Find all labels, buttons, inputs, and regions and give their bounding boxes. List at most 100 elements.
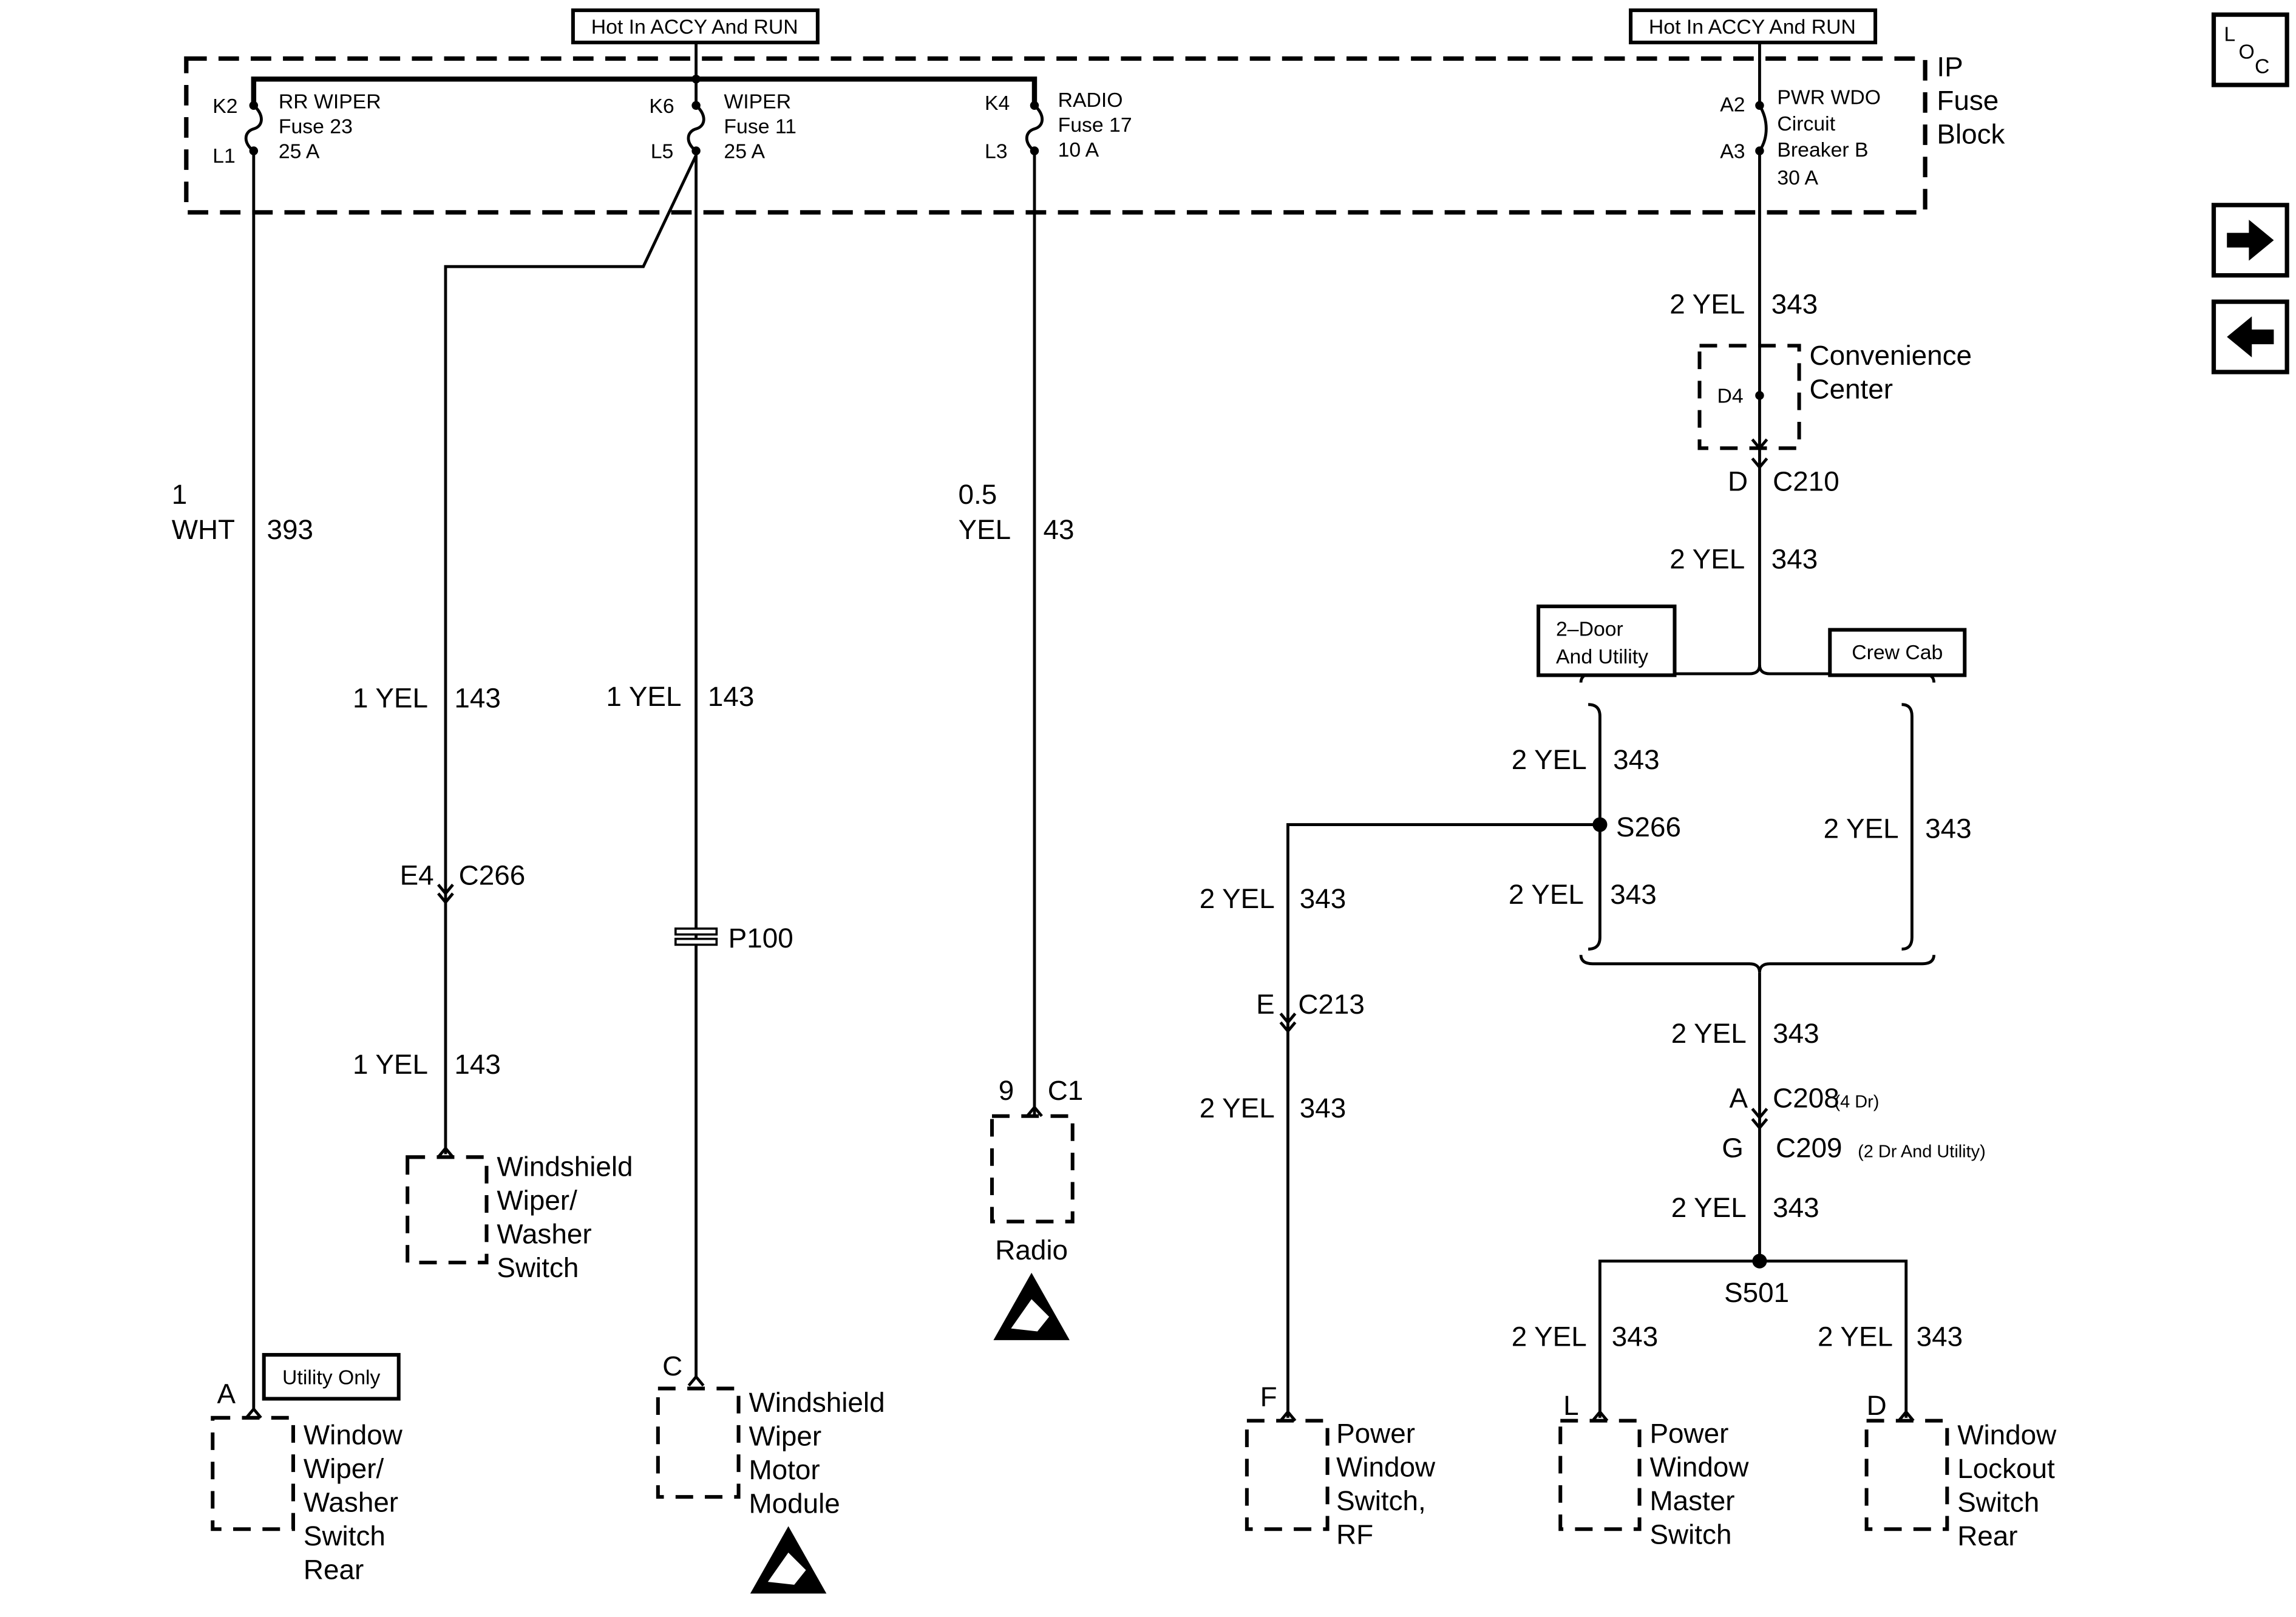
components-wiper_motor-lines-0: Windshield xyxy=(749,1387,885,1418)
windshield-wiper-washer-switch: Windshield Wiper/ Washer Switch xyxy=(406,1146,633,1283)
hot-label-right: Hot In ACCY And RUN xyxy=(1629,8,1878,44)
components-wiper_motor-lines-3: Module xyxy=(749,1488,840,1519)
connectors-c1-name: C1 xyxy=(1048,1075,1084,1106)
wire-label-393: 1 WHT 393 xyxy=(172,479,313,545)
esd-warning-icon xyxy=(750,1526,827,1594)
components-window_wiper_rear-lines-3: Switch xyxy=(304,1520,385,1551)
connectors-c266-name: C266 xyxy=(459,859,526,890)
components-power_window_rf-pin: F xyxy=(1260,1381,1277,1412)
wire-label-343-2: 2 YEL 343 xyxy=(1669,543,1818,574)
connector-p100: P100 xyxy=(674,923,793,954)
components-windshield_switch-lines-0: Windshield xyxy=(497,1151,633,1182)
fuse_block-fuses-1-out: L5 xyxy=(651,140,674,163)
wires-1-size_color: 1 YEL xyxy=(353,683,428,714)
convenience-center: D4 Convenience Center xyxy=(1697,340,1972,451)
fuse_block-breaker-lines-3: 30 A xyxy=(1777,166,1818,189)
connectors-c209-note: (2 Dr And Utility) xyxy=(1858,1142,1986,1161)
options-crew_cab: Crew Cab xyxy=(1852,641,1943,664)
connectors-c208-note: (4 Dr) xyxy=(1835,1092,1880,1111)
wires-13-circuit: 343 xyxy=(1773,1192,1819,1223)
components-window_lockout-lines-3: Rear xyxy=(1957,1520,2017,1551)
connectors-c1-pin: 9 xyxy=(999,1075,1014,1106)
wires-5-size_color: 2 YEL xyxy=(1669,288,1745,319)
connector-c213: E C213 xyxy=(1256,989,1365,1034)
wires-2-circuit: 143 xyxy=(708,681,754,712)
fuse_block-fuses-1-lines-2: 25 A xyxy=(724,140,765,163)
splices-s266: S266 xyxy=(1616,812,1681,842)
components-power_window_rf-lines-2: Switch, xyxy=(1336,1485,1426,1516)
connectors-p100-name: P100 xyxy=(729,923,793,954)
fuse-radio: K4 L3 RADIO Fuse 17 10 A xyxy=(985,89,1132,163)
connector-c208: A C208 (4 Dr) xyxy=(1730,1082,1880,1120)
ip-fuse-block-outline xyxy=(184,56,1927,215)
power_labels-1: Hot In ACCY And RUN xyxy=(1649,16,1856,39)
wire-label-343-5: 2 YEL 343 xyxy=(1200,883,1347,914)
fuse_block-fuses-0-lines-2: 25 A xyxy=(279,140,320,163)
wire-label-343-8: 2 YEL 343 xyxy=(1200,1093,1347,1124)
wires-4-size_color: 1 YEL xyxy=(353,1049,428,1080)
fuse-wiper: K6 L5 WIPER Fuse 11 25 A xyxy=(649,90,796,163)
components-convenience_center-lines-1: Center xyxy=(1809,373,1893,404)
wires-0-size: 1 xyxy=(172,479,188,510)
wire-label-343-9: 2 YEL 343 xyxy=(1671,1192,1819,1223)
wires-7-size_color: 2 YEL xyxy=(1512,744,1587,775)
wire-label-343-10: 2 YEL 343 xyxy=(1512,1321,1659,1352)
components-window_wiper_rear-lines-1: Wiper/ xyxy=(304,1453,384,1484)
components-power_window_master-lines-1: Window xyxy=(1649,1451,1749,1482)
fuse_block-fuses-2-lines-1: Fuse 17 xyxy=(1058,114,1132,137)
wires-11-circuit: 343 xyxy=(1773,1018,1819,1049)
fuse_block-fuses-2-in: K4 xyxy=(985,92,1010,115)
components-windshield_switch-lines-3: Switch xyxy=(497,1252,579,1283)
option-crew-cab: Crew Cab xyxy=(1828,628,1967,677)
components-radio-lines-0: Radio xyxy=(995,1235,1068,1266)
fuse_block-breaker-in: A2 xyxy=(1720,93,1745,116)
components-windshield_switch-lines-2: Washer xyxy=(497,1219,591,1250)
power_labels-0: Hot In ACCY And RUN xyxy=(591,16,798,39)
components-window_wiper_rear-lines-4: Rear xyxy=(304,1554,364,1585)
wire-label-343-3: 2 YEL 343 xyxy=(1512,744,1660,775)
fuse_block-name_lines-2: Block xyxy=(1937,118,2005,149)
wires-10-size_color: 2 YEL xyxy=(1509,879,1584,910)
fuse_block-fuses-2-lines-0: RADIO xyxy=(1058,89,1123,112)
fuse_block-breaker-lines-1: Circuit xyxy=(1777,112,1835,135)
windshield-wiper-motor-module: C Windshield Wiper Motor Module xyxy=(656,1351,885,1519)
wire-label-343-1: 2 YEL 343 xyxy=(1669,288,1818,319)
wire-label-343-6: 2 YEL 343 xyxy=(1509,879,1657,910)
fuse_block-breaker-out: A3 xyxy=(1720,140,1745,163)
power-window-switch-rf: F Power Window Switch, RF xyxy=(1245,1381,1436,1550)
option-brace-bottom xyxy=(1579,955,1936,973)
option-utility-only: Utility Only xyxy=(262,1353,401,1401)
loc-button[interactable]: L O C xyxy=(2211,12,2289,87)
wires-9-size_color: 2 YEL xyxy=(1200,883,1275,914)
fuse_block-breaker-lines-2: Breaker B xyxy=(1777,138,1868,161)
connectors-c208-name: C208 xyxy=(1773,1082,1839,1113)
fuse_block-fuses-0-lines-0: RR WIPER xyxy=(279,90,381,114)
arrow-right-icon xyxy=(2227,219,2274,261)
wires-6-circuit: 343 xyxy=(1771,543,1818,574)
components-power_window_master-lines-2: Master xyxy=(1649,1485,1734,1516)
components-power_window_master-lines-0: Power xyxy=(1649,1418,1728,1449)
components-convenience_center-lines-0: Convenience xyxy=(1809,340,1972,371)
wires-0-color: WHT xyxy=(172,514,235,545)
wires-9-circuit: 343 xyxy=(1300,883,1346,914)
options-two_door-0: 2–Door xyxy=(1556,617,1623,640)
arrow-left-icon xyxy=(2227,316,2274,358)
fuse-rr-wiper: K2 L1 RR WIPER Fuse 23 25 A xyxy=(212,90,381,168)
options-two_door-1: And Utility xyxy=(1556,645,1648,668)
wires-8-circuit: 343 xyxy=(1925,813,1971,844)
options-utility_only: Utility Only xyxy=(282,1366,380,1389)
wires-14-circuit: 343 xyxy=(1612,1321,1658,1352)
components-window_wiper_rear-pin: A xyxy=(217,1378,236,1409)
fuse_block-fuses-0-out: L1 xyxy=(212,144,236,168)
next-page-button[interactable] xyxy=(2211,203,2289,278)
components-window_lockout-lines-1: Lockout xyxy=(1957,1453,2055,1484)
components-window_wiper_rear-lines-0: Window xyxy=(304,1419,403,1450)
components-convenience_center-pin: D4 xyxy=(1717,385,1743,408)
fuse_block-breaker-lines-0: PWR WDO xyxy=(1777,86,1881,109)
prev-page-button[interactable] xyxy=(2211,299,2289,375)
power-window-master-switch: L Power Window Master Switch xyxy=(1558,1390,1749,1550)
wire-label-343-7: 2 YEL 343 xyxy=(1671,1018,1819,1049)
wires-6-size_color: 2 YEL xyxy=(1669,543,1745,574)
fuse_block-name_lines-0: IP xyxy=(1937,51,1963,82)
